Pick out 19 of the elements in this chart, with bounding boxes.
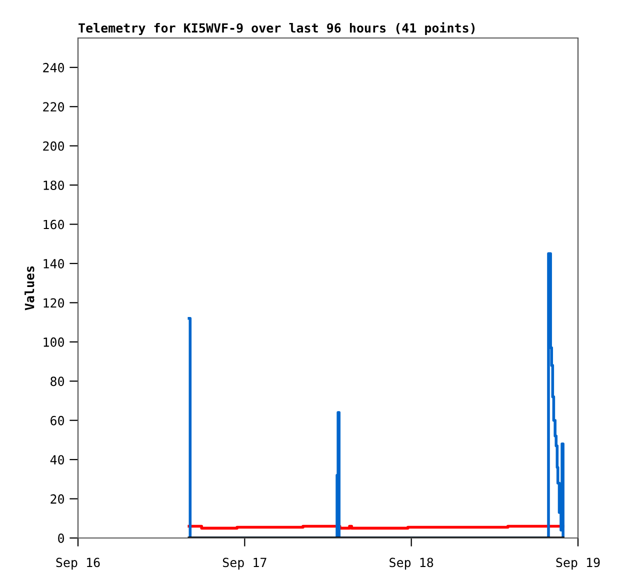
x-tick-label: Sep 17 bbox=[222, 558, 266, 570]
y-tick-label: 200 bbox=[43, 141, 64, 151]
y-tick-label: 180 bbox=[44, 180, 64, 190]
y-tick-label: 40 bbox=[50, 455, 64, 465]
y-tick-label: 140 bbox=[44, 258, 64, 268]
y-tick-label: 120 bbox=[44, 298, 64, 308]
y-tick-label: 220 bbox=[43, 102, 64, 112]
x-tick-label: Sep 18 bbox=[390, 558, 434, 570]
y-tick-label: 20 bbox=[50, 494, 64, 504]
y-tick-label: 100 bbox=[44, 337, 64, 347]
y-tick-label: 160 bbox=[44, 220, 64, 230]
y-tick-label: 0 bbox=[58, 534, 64, 543]
y-tick-label: 60 bbox=[50, 416, 64, 426]
x-tick-label: Sep 16 bbox=[56, 558, 100, 570]
x-tick-label: Sep 19 bbox=[556, 558, 600, 570]
y-tick-label: 80 bbox=[50, 376, 64, 386]
y-tick-label: 240 bbox=[43, 62, 64, 72]
chart-title: Telemetry for KI5WVF-9 over last 96 hours (41 points) bbox=[78, 22, 475, 36]
y-axis-title: Values bbox=[24, 266, 34, 310]
